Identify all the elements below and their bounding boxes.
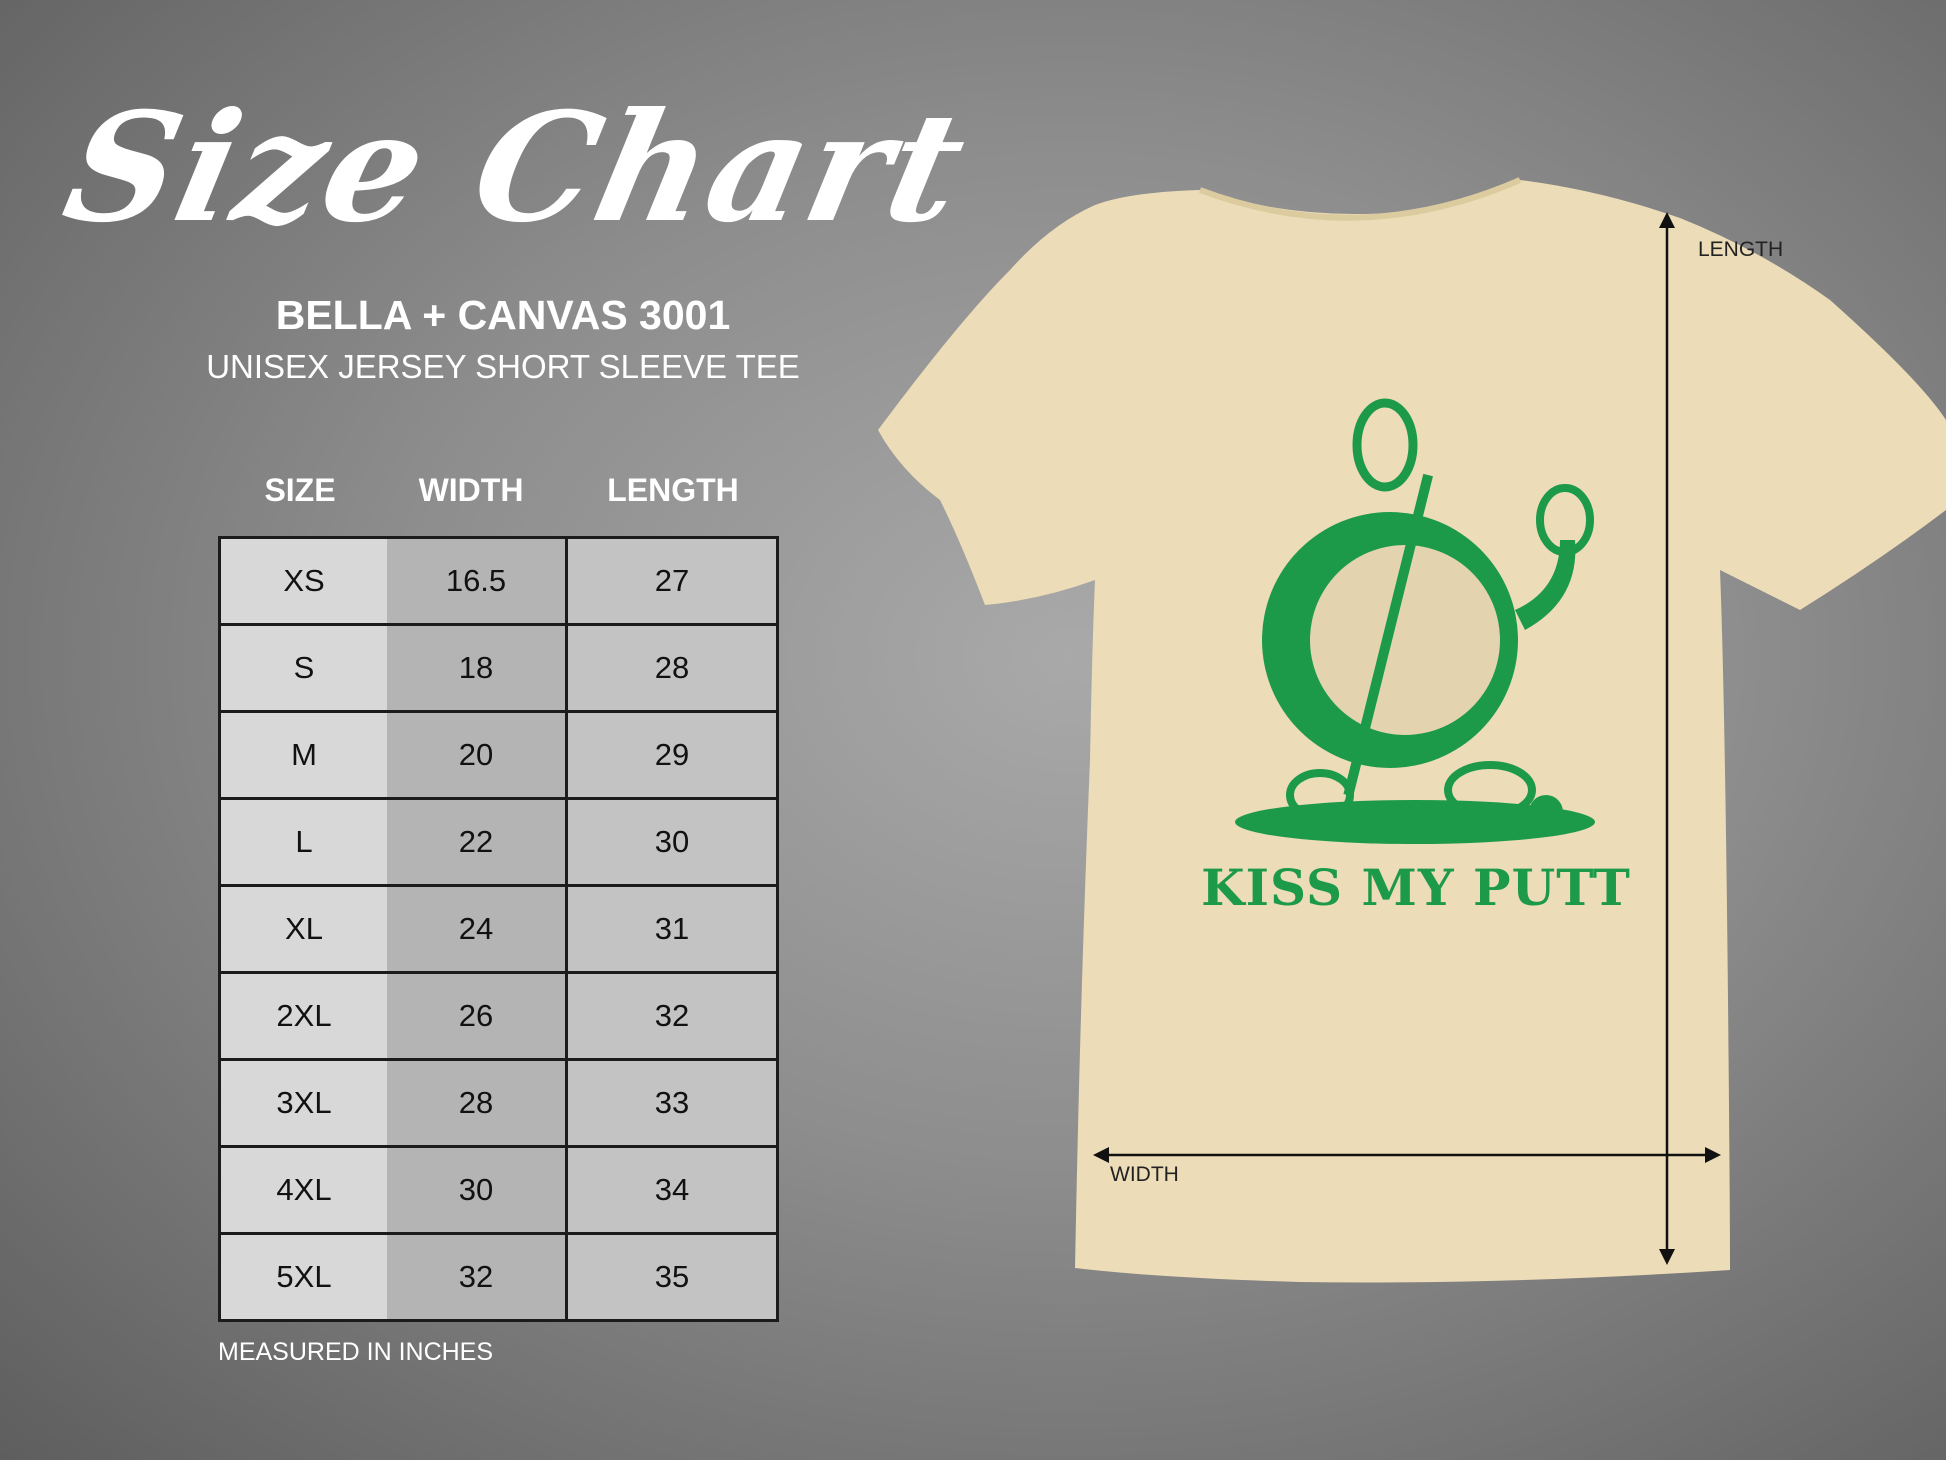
length-cell: 32 [565, 971, 779, 1061]
header-size: SIZE [264, 472, 336, 508]
length-label: LENGTH [1698, 238, 1784, 261]
width-cell: 18 [387, 623, 568, 713]
size-cell: S [218, 623, 387, 713]
size-table: XS 16.5 27 S 18 28 M 20 29 L 22 30 XL 24 31 2XL 26 32 3XL 2… [218, 536, 779, 1322]
size-cell: L [218, 797, 387, 887]
width-cell: 26 [387, 971, 568, 1061]
header-length: LENGTH [607, 472, 739, 508]
width-cell: 16.5 [387, 536, 568, 626]
measurement-note: MEASURED IN INCHES [218, 1338, 494, 1366]
length-cell: 31 [565, 884, 779, 974]
table-row: XS 16.5 27 [218, 536, 779, 626]
width-cell: 32 [387, 1232, 568, 1322]
product-model: BELLA + CANVAS 3001 [275, 292, 731, 338]
length-arrow [1659, 212, 1675, 1265]
table-row: XL 24 31 [218, 884, 779, 974]
width-label: WIDTH [1110, 1163, 1179, 1186]
table-row: M 20 29 [218, 710, 779, 800]
width-cell: 28 [387, 1058, 568, 1148]
width-cell: 20 [387, 710, 568, 800]
table-row: L 22 30 [218, 797, 779, 887]
size-cell: XL [218, 884, 387, 974]
width-cell: 22 [387, 797, 568, 887]
todd-art-logo [1529, 795, 1563, 829]
length-cell: 27 [565, 536, 779, 626]
length-cell: 29 [565, 710, 779, 800]
length-cell: 34 [565, 1145, 779, 1235]
width-cell: 24 [387, 884, 568, 974]
golf-ball-mascot-graphic [1235, 398, 1595, 844]
size-cell: 5XL [218, 1232, 387, 1322]
table-row: 4XL 30 34 [218, 1145, 779, 1235]
length-cell: 30 [565, 797, 779, 887]
size-cell: 4XL [218, 1145, 387, 1235]
size-cell: M [218, 710, 387, 800]
length-cell: 28 [565, 623, 779, 713]
length-cell: 33 [565, 1058, 779, 1148]
table-row: 5XL 32 35 [218, 1232, 779, 1322]
length-cell: 35 [565, 1232, 779, 1322]
width-cell: 30 [387, 1145, 568, 1235]
size-cell: 3XL [218, 1058, 387, 1148]
table-row: S 18 28 [218, 623, 779, 713]
width-arrow [1093, 1147, 1721, 1163]
table-row: 3XL 28 33 [218, 1058, 779, 1148]
size-cell: XS [218, 536, 387, 626]
table-row: 2XL 26 32 [218, 971, 779, 1061]
shirt-print-text: KISS MY PUTT [1201, 858, 1631, 917]
header-width: WIDTH [418, 472, 524, 508]
product-description: UNISEX JERSEY SHORT SLEEVE TEE [206, 348, 800, 385]
size-cell: 2XL [218, 971, 387, 1061]
